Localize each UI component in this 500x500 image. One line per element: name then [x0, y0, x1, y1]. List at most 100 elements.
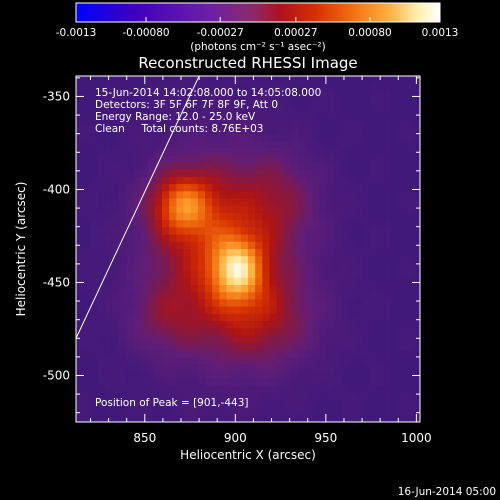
heatmap-cell [377, 371, 385, 380]
heatmap-cell [190, 277, 199, 286]
heatmap-cell [312, 364, 321, 373]
heatmap-cell [248, 241, 256, 250]
heatmap-cell [291, 234, 299, 243]
heatmap-cell [319, 241, 328, 250]
heatmap-cell [377, 277, 385, 286]
heatmap-cell [334, 349, 342, 358]
heatmap-cell [398, 270, 407, 279]
heatmap-cell [255, 349, 263, 358]
heatmap-cell [97, 299, 106, 308]
heatmap-cell [384, 364, 392, 373]
heatmap-cell [133, 385, 142, 394]
heatmap-cell [405, 212, 414, 221]
heatmap-cell [140, 104, 149, 113]
heatmap-cell [104, 176, 113, 185]
heatmap-cell [240, 285, 249, 293]
heatmap-cell [355, 97, 364, 106]
heatmap-cell [140, 126, 149, 135]
heatmap-cell [126, 299, 134, 308]
heatmap-cell [240, 256, 249, 265]
heatmap-cell [384, 335, 392, 344]
heatmap-cell [391, 112, 400, 120]
heatmap-cell [126, 241, 134, 250]
heatmap-cell [269, 176, 278, 185]
heatmap-cell [334, 378, 342, 387]
heatmap-cell [391, 227, 400, 236]
heatmap-cell [377, 393, 385, 401]
heatmap-cell [240, 104, 249, 113]
heatmap-cell [276, 306, 285, 315]
heatmap-cell [97, 133, 106, 142]
heatmap-cell [205, 249, 213, 257]
heatmap-cell [219, 349, 228, 358]
heatmap-cell [90, 335, 99, 344]
heatmap-cell [90, 234, 99, 243]
heatmap-cell [205, 385, 213, 394]
heatmap-cell [391, 378, 400, 387]
heatmap-cell [226, 263, 235, 272]
heatmap-cell [233, 328, 242, 337]
heatmap-cell [97, 342, 106, 351]
heatmap-cell [305, 234, 314, 243]
heatmap-cell [176, 198, 185, 207]
colorbar-gradient [75, 2, 441, 23]
heatmap-cell [305, 299, 314, 308]
heatmap-cell [276, 83, 285, 92]
heatmap-cell [384, 328, 392, 337]
heatmap-cell [412, 162, 420, 171]
heatmap-cell [312, 234, 321, 243]
heatmap-cell [326, 76, 335, 84]
heatmap-cell [283, 407, 292, 416]
heatmap-cell [119, 313, 127, 322]
heatmap-cell [255, 126, 263, 135]
heatmap-cell [226, 313, 235, 322]
heatmap-cell [169, 227, 177, 236]
heatmap-cell [205, 198, 213, 207]
heatmap-cell [119, 155, 127, 164]
heatmap-cell [147, 205, 156, 214]
heatmap-area [76, 76, 420, 422]
heatmap-cell [262, 104, 271, 113]
heatmap-cell [97, 385, 106, 394]
heatmap-cell [305, 97, 314, 106]
heatmap-cell [276, 76, 285, 84]
heatmap-cell [262, 256, 271, 265]
heatmap-cell [104, 83, 113, 92]
heatmap-cell [341, 328, 349, 337]
heatmap-cell [119, 335, 127, 344]
heatmap-cell [283, 400, 292, 409]
heatmap-cell [276, 256, 285, 265]
heatmap-cell [147, 313, 156, 322]
heatmap-cell [355, 227, 364, 236]
heatmap-cell [197, 83, 206, 92]
heatmap-cell [126, 335, 134, 344]
heatmap-cell [398, 155, 407, 164]
heatmap-cell [162, 328, 170, 337]
heatmap-cell [97, 176, 106, 185]
heatmap-cell [76, 299, 84, 308]
heatmap-cell [133, 270, 142, 279]
heatmap-cell [104, 126, 113, 135]
heatmap-cell [276, 198, 285, 207]
heatmap-cell [190, 349, 199, 358]
heatmap-cell [212, 256, 220, 265]
heatmap-cell [90, 357, 99, 365]
colorbar-tick-label: -0.0013 [56, 27, 97, 39]
heatmap-cell [133, 371, 142, 380]
heatmap-cell [312, 126, 321, 135]
heatmap-cell [362, 393, 371, 401]
heatmap-cell [276, 357, 285, 365]
x-tick-label: 850 [133, 431, 156, 445]
heatmap-cell [154, 104, 163, 113]
heatmap-cell [355, 414, 364, 422]
heatmap-cell [312, 140, 321, 149]
solar-limb-line [76, 76, 200, 339]
heatmap-cell [97, 313, 106, 322]
heatmap-cell [319, 364, 328, 373]
heatmap-cell [147, 191, 156, 200]
heatmap-cell [405, 285, 414, 293]
heatmap-cell [169, 335, 177, 344]
heatmap-cell [319, 256, 328, 265]
heatmap-cell [391, 277, 400, 286]
heatmap-cell [104, 270, 113, 279]
